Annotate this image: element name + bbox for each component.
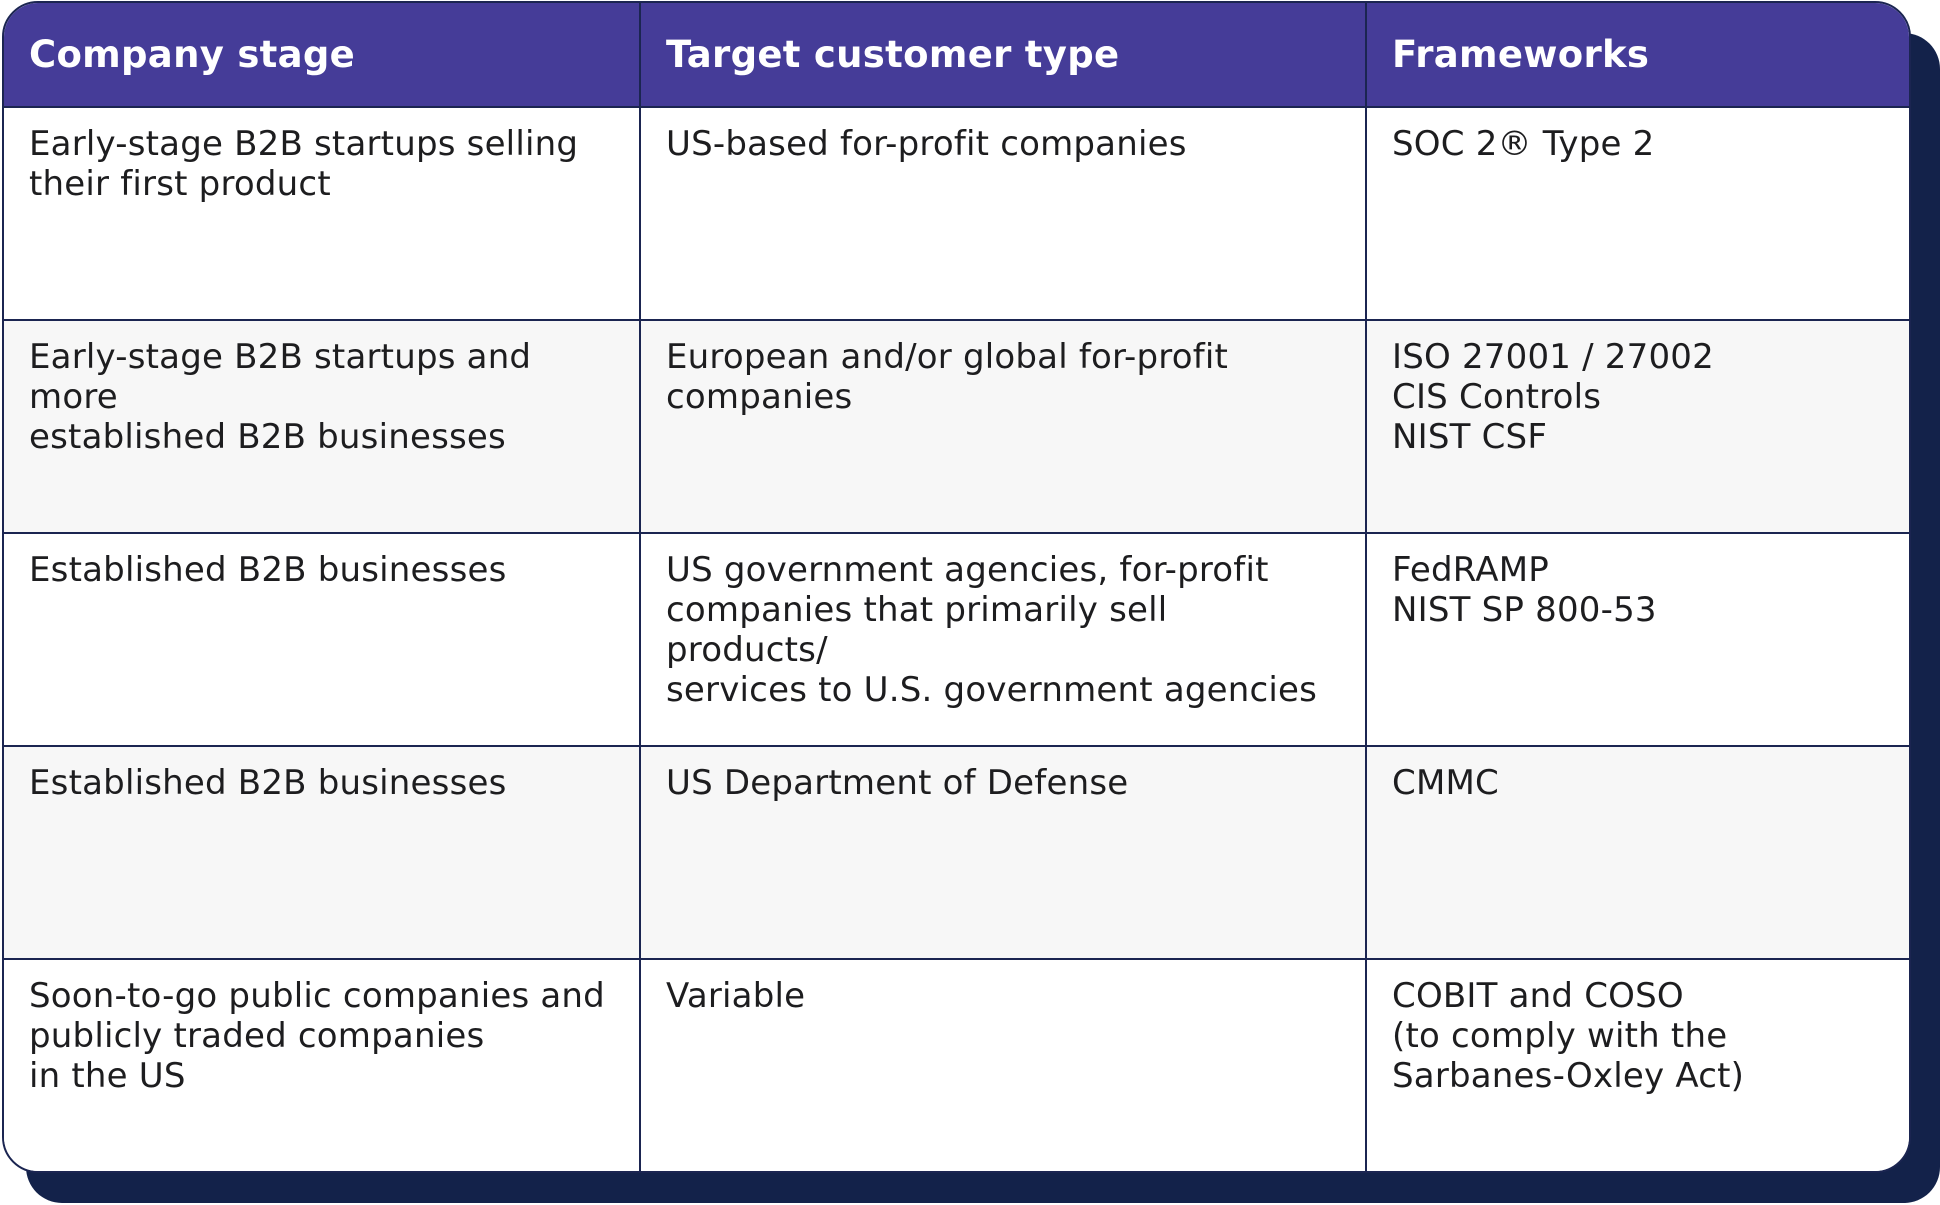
table-cell-frameworks: SOC 2® Type 2 — [1367, 108, 1909, 321]
table-cell-target-customer-type: European and/or global for-profit compan… — [641, 321, 1367, 534]
table-cell-target-customer-type: US Department of Defense — [641, 747, 1367, 960]
table-cell-frameworks: COBIT and COSO (to comply with the Sarba… — [1367, 960, 1909, 1171]
frameworks-table: Company stage Target customer type Frame… — [2, 1, 1911, 1173]
table-cell-frameworks: CMMC — [1367, 747, 1909, 960]
table-cell-company-stage: Early-stage B2B startups and more establ… — [4, 321, 641, 534]
table-cell-target-customer-type: Variable — [641, 960, 1367, 1171]
table-cell-company-stage: Established B2B businesses — [4, 534, 641, 747]
table-grid: Company stage Target customer type Frame… — [4, 3, 1909, 1171]
table-cell-company-stage: Early-stage B2B startups selling their f… — [4, 108, 641, 321]
header-target-customer-type: Target customer type — [641, 3, 1367, 108]
table-cell-target-customer-type: US-based for-profit companies — [641, 108, 1367, 321]
table-cell-target-customer-type: US government agencies, for-profit compa… — [641, 534, 1367, 747]
header-frameworks: Frameworks — [1367, 3, 1909, 108]
table-cell-frameworks: FedRAMP NIST SP 800-53 — [1367, 534, 1909, 747]
table-cell-company-stage: Established B2B businesses — [4, 747, 641, 960]
header-company-stage: Company stage — [4, 3, 641, 108]
table-cell-company-stage: Soon-to-go public companies and publicly… — [4, 960, 641, 1171]
table-cell-frameworks: ISO 27001 / 27002 CIS Controls NIST CSF — [1367, 321, 1909, 534]
